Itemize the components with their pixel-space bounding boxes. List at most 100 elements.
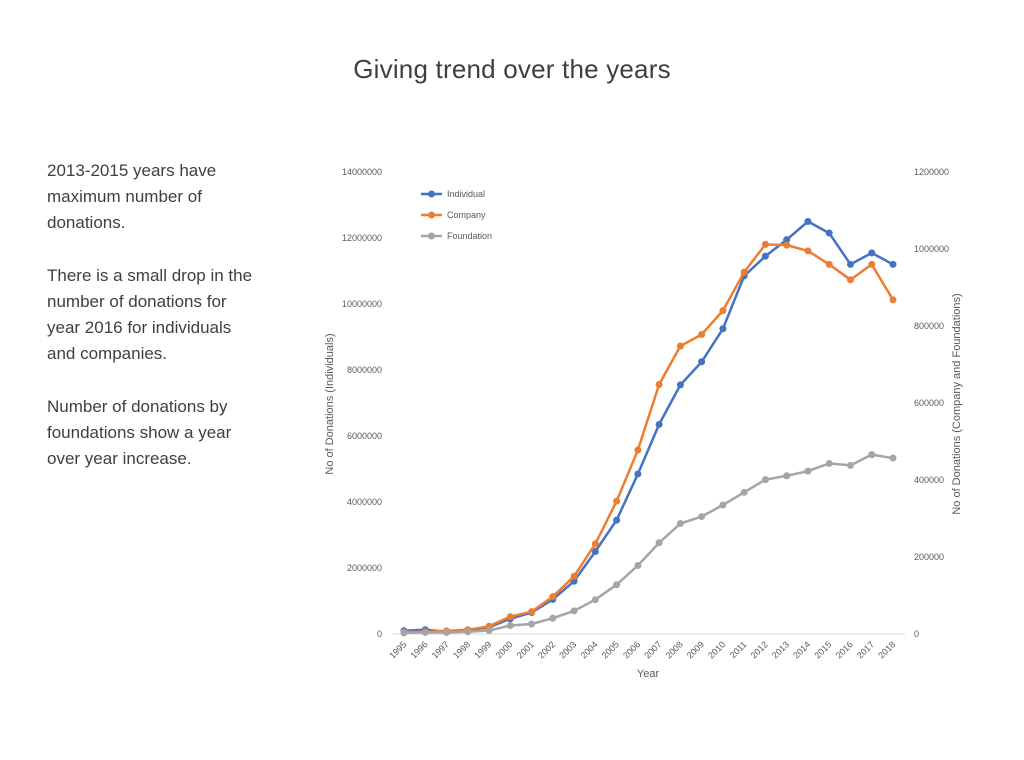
legend-label: Company — [447, 210, 486, 220]
x-tick-label: 2013 — [770, 639, 791, 660]
data-point-foundation — [825, 459, 833, 467]
data-point-individual — [846, 260, 854, 268]
x-tick-label: 1996 — [408, 639, 429, 660]
data-point-individual — [825, 229, 833, 237]
data-point-company — [613, 497, 621, 505]
x-tick-label: 2015 — [812, 639, 833, 660]
x-tick-label: 2001 — [515, 639, 536, 660]
data-point-foundation — [528, 620, 536, 628]
x-tick-label: 2002 — [536, 639, 557, 660]
data-point-foundation — [719, 501, 727, 509]
data-point-foundation — [761, 476, 769, 484]
y-right-tick-label: 1000000 — [914, 244, 949, 254]
x-tick-label: 2012 — [749, 639, 770, 660]
legend-swatch-marker — [428, 232, 435, 240]
x-axis-title: Year — [637, 668, 660, 680]
x-tick-label: 2018 — [876, 639, 897, 660]
data-point-foundation — [698, 513, 706, 521]
data-point-foundation — [634, 561, 642, 569]
y-right-tick-label: 400000 — [914, 475, 944, 485]
y-left-tick-label: 12000000 — [342, 233, 382, 243]
x-tick-label: 1995 — [387, 639, 408, 660]
data-point-company — [655, 381, 663, 389]
x-tick-label: 2016 — [834, 639, 855, 660]
data-point-individual — [719, 325, 727, 333]
data-point-individual — [698, 358, 706, 366]
x-tick-label: 2004 — [579, 639, 600, 660]
data-point-company — [825, 260, 833, 268]
y-left-tick-label: 6000000 — [347, 431, 382, 441]
y-axis-left-title: No of Donations (Individuals) — [324, 333, 336, 474]
note-paragraph: 2013-2015 years have maximum number of d… — [47, 161, 217, 232]
data-point-company — [719, 307, 727, 315]
x-tick-label: 2010 — [706, 639, 727, 660]
data-point-company — [570, 572, 578, 580]
data-point-foundation — [591, 596, 599, 604]
data-point-company — [549, 593, 557, 601]
data-point-individual — [676, 381, 684, 389]
data-point-foundation — [846, 461, 854, 469]
legend-swatch-marker — [428, 211, 435, 219]
data-point-company — [591, 540, 599, 548]
legend-label: Individual — [447, 189, 485, 199]
data-point-individual — [804, 218, 812, 225]
x-tick-label: 1998 — [451, 639, 472, 660]
data-point-individual — [783, 236, 791, 244]
series-line-individual — [403, 220, 894, 633]
data-point-foundation — [868, 451, 876, 459]
x-tick-label: 2017 — [855, 639, 876, 660]
data-point-foundation — [443, 628, 451, 636]
data-point-foundation — [804, 467, 812, 475]
series-layer — [400, 218, 897, 637]
note-paragraph: Number of donations by foundations show … — [47, 397, 232, 468]
x-tick-label: 2000 — [493, 639, 514, 660]
series-line-foundation — [403, 453, 894, 635]
x-tick-label: 2007 — [642, 639, 663, 660]
y-left-tick-label: 4000000 — [347, 497, 382, 507]
x-tick-label: 2005 — [600, 639, 621, 660]
data-point-foundation — [783, 472, 791, 480]
y-left-tick-label: 8000000 — [347, 365, 382, 375]
data-point-individual — [591, 548, 599, 555]
y-axis-right-title: No of Donations (Company and Foundations… — [951, 293, 963, 514]
data-point-foundation — [400, 629, 408, 637]
data-point-individual — [889, 260, 897, 268]
data-point-foundation — [506, 622, 514, 630]
data-point-foundation — [613, 581, 621, 589]
x-axis: 1995 1996 1997 1998 1999 2000 2001 2002 2003 2004… — [387, 639, 897, 660]
data-point-company — [804, 247, 812, 255]
data-point-foundation — [421, 628, 429, 636]
data-point-individual — [761, 252, 769, 260]
x-tick-label: 2003 — [557, 639, 578, 660]
data-point-company — [783, 241, 791, 249]
y-axis-right: 0 200000 400000 600000 800000 1000000 1200000 — [914, 167, 949, 639]
x-tick-label: 2008 — [664, 639, 685, 660]
y-right-tick-label: 200000 — [914, 552, 944, 562]
data-point-company — [868, 260, 876, 268]
y-right-tick-label: 600000 — [914, 398, 944, 408]
x-tick-label: 2006 — [621, 639, 642, 660]
data-point-company — [761, 240, 769, 248]
data-point-individual — [655, 420, 663, 428]
legend-label: Foundation — [447, 231, 492, 241]
y-right-tick-label: 1200000 — [914, 167, 949, 177]
data-point-foundation — [570, 607, 578, 615]
data-point-foundation — [676, 520, 684, 528]
series-line-company — [403, 243, 895, 634]
data-point-company — [634, 446, 642, 454]
page-title: Giving trend over the years — [353, 54, 671, 84]
data-point-foundation — [655, 539, 663, 547]
y-left-tick-label: 10000000 — [342, 299, 382, 309]
data-point-foundation — [464, 628, 472, 636]
x-tick-label: 1999 — [472, 639, 493, 660]
data-point-individual — [868, 249, 876, 257]
y-left-tick-label: 14000000 — [342, 167, 382, 177]
data-point-foundation — [549, 614, 557, 622]
x-tick-label: 2009 — [685, 639, 706, 660]
y-axis-left: 0 2000000 4000000 6000000 8000000 10000000 120… — [342, 167, 382, 639]
y-right-tick-label: 800000 — [914, 321, 944, 331]
x-tick-label: 2014 — [791, 639, 812, 660]
data-point-company — [846, 276, 854, 284]
data-point-foundation — [485, 627, 493, 635]
